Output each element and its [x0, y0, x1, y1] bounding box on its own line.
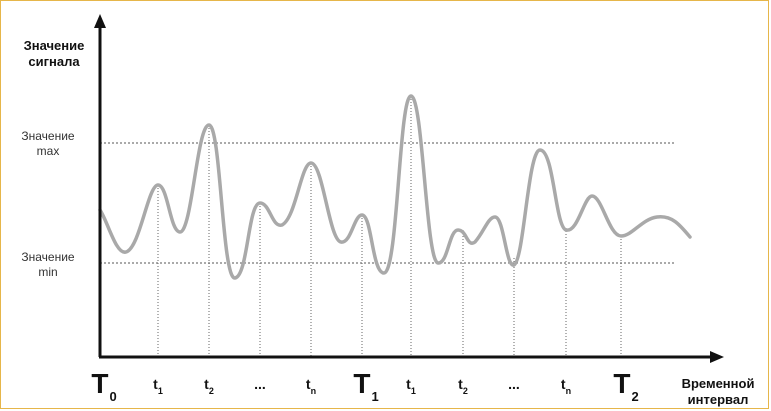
- tick-t1-second: t1: [406, 376, 416, 396]
- tick-T0: T0: [91, 368, 117, 404]
- signal-curve: [98, 94, 692, 280]
- y-axis-arrow: [94, 14, 106, 28]
- tick-t2-second: t2: [458, 376, 468, 396]
- min-level-label: Значение min: [21, 250, 75, 279]
- x-axis-label: Временной интервал: [681, 376, 755, 407]
- max-level-label: Значение max: [21, 129, 75, 158]
- tick-tn-second: tn: [560, 376, 572, 396]
- tick-ellipsis-second: ...: [508, 376, 520, 392]
- tick-t1-first: t1: [153, 376, 163, 396]
- tick-t2-first: t2: [204, 376, 214, 396]
- tick-T2: T2: [613, 368, 639, 404]
- x-axis-arrow: [710, 351, 724, 363]
- tick-T1: T1: [353, 368, 379, 404]
- tick-ellipsis-first: ...: [254, 376, 266, 392]
- tick-tn-first: tn: [305, 376, 317, 396]
- vertical-guide-lines: [157, 96, 622, 356]
- y-axis-label: Значение сигнала: [23, 38, 85, 69]
